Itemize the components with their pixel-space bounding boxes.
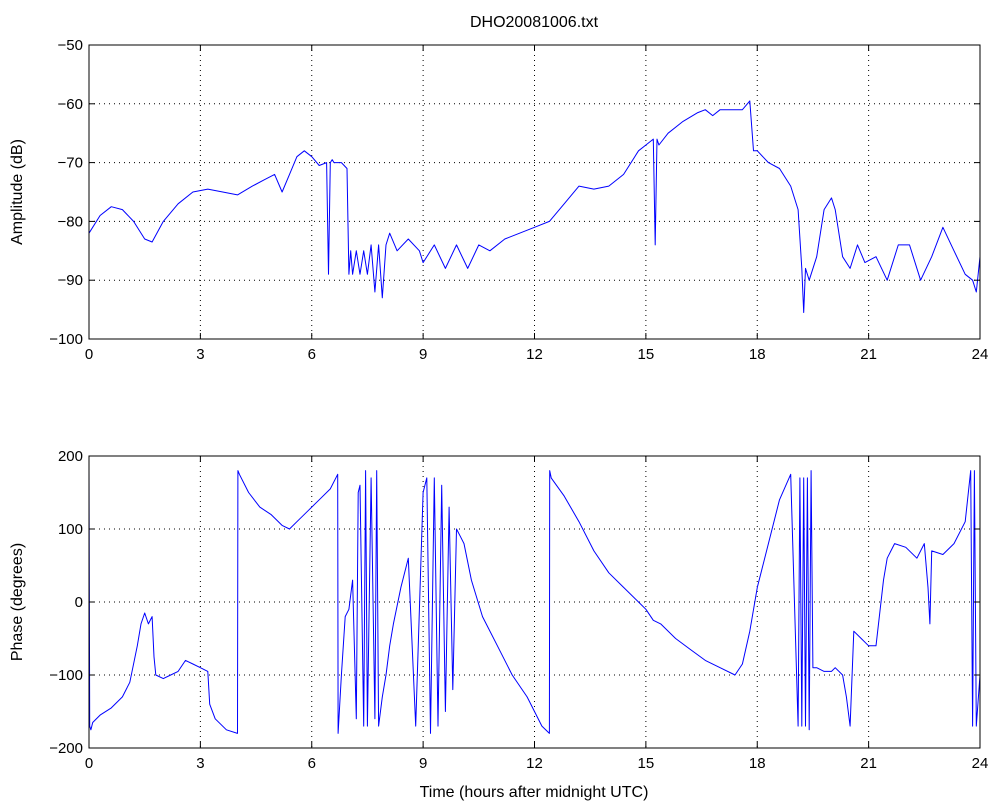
amplitude-y-tick-label: −80 bbox=[58, 213, 83, 230]
phase-y-tick-label: 200 bbox=[58, 448, 83, 465]
amplitude-y-tick-label: −100 bbox=[49, 331, 83, 348]
phase-x-tick-label: 12 bbox=[526, 755, 543, 772]
phase-x-tick-label: 21 bbox=[860, 755, 877, 772]
phase-axes: 0 3 6 9 12 15 18 21 24 −200 −100 0 100 200 Phase (degr… bbox=[9, 448, 988, 772]
phase-x-tick-label: 6 bbox=[308, 755, 316, 772]
phase-x-tick-label: 9 bbox=[419, 755, 427, 772]
phase-y-tick-label: −100 bbox=[49, 667, 83, 684]
phase-series-line bbox=[88, 470, 981, 734]
phase-y-tick-label: 100 bbox=[58, 521, 83, 538]
phase-x-tick-label: 3 bbox=[196, 755, 204, 772]
amplitude-x-tick-label: 9 bbox=[419, 346, 427, 363]
amplitude-y-tick-label: −70 bbox=[58, 155, 83, 172]
amplitude-x-tick-label: 12 bbox=[526, 346, 543, 363]
amplitude-y-tick-label: −90 bbox=[58, 272, 83, 289]
phase-x-tick-label: 24 bbox=[972, 755, 989, 772]
phase-y-tick-label: 0 bbox=[75, 594, 83, 611]
phase-x-tick-label: 15 bbox=[638, 755, 655, 772]
amplitude-axes: 0 3 6 9 12 15 18 21 24 −100 −90 −80 −70 −60 −50 Amplitu… bbox=[9, 37, 988, 363]
amplitude-x-tick-label: 0 bbox=[85, 346, 93, 363]
phase-y-axis-label: Phase (degrees) bbox=[9, 543, 26, 661]
amplitude-y-tick-label: −60 bbox=[58, 96, 83, 113]
amplitude-x-tick-label: 6 bbox=[308, 346, 316, 363]
amplitude-x-tick-label: 24 bbox=[972, 346, 989, 363]
amplitude-y-tick-label: −50 bbox=[58, 37, 83, 54]
x-axis-label: Time (hours after midnight UTC) bbox=[420, 784, 649, 801]
amplitude-x-tick-label: 18 bbox=[749, 346, 766, 363]
amplitude-x-tick-label: 3 bbox=[196, 346, 204, 363]
phase-x-tick-label: 18 bbox=[749, 755, 766, 772]
amplitude-x-tick-label: 15 bbox=[638, 346, 655, 363]
amplitude-y-axis-label: Amplitude (dB) bbox=[9, 139, 26, 245]
amplitude-series-line bbox=[88, 100, 981, 313]
amplitude-x-tick-label: 21 bbox=[860, 346, 877, 363]
figure-title: DHO20081006.txt bbox=[470, 14, 599, 31]
phase-x-tick-label: 0 bbox=[85, 755, 93, 772]
phase-y-tick-label: −200 bbox=[49, 740, 83, 757]
